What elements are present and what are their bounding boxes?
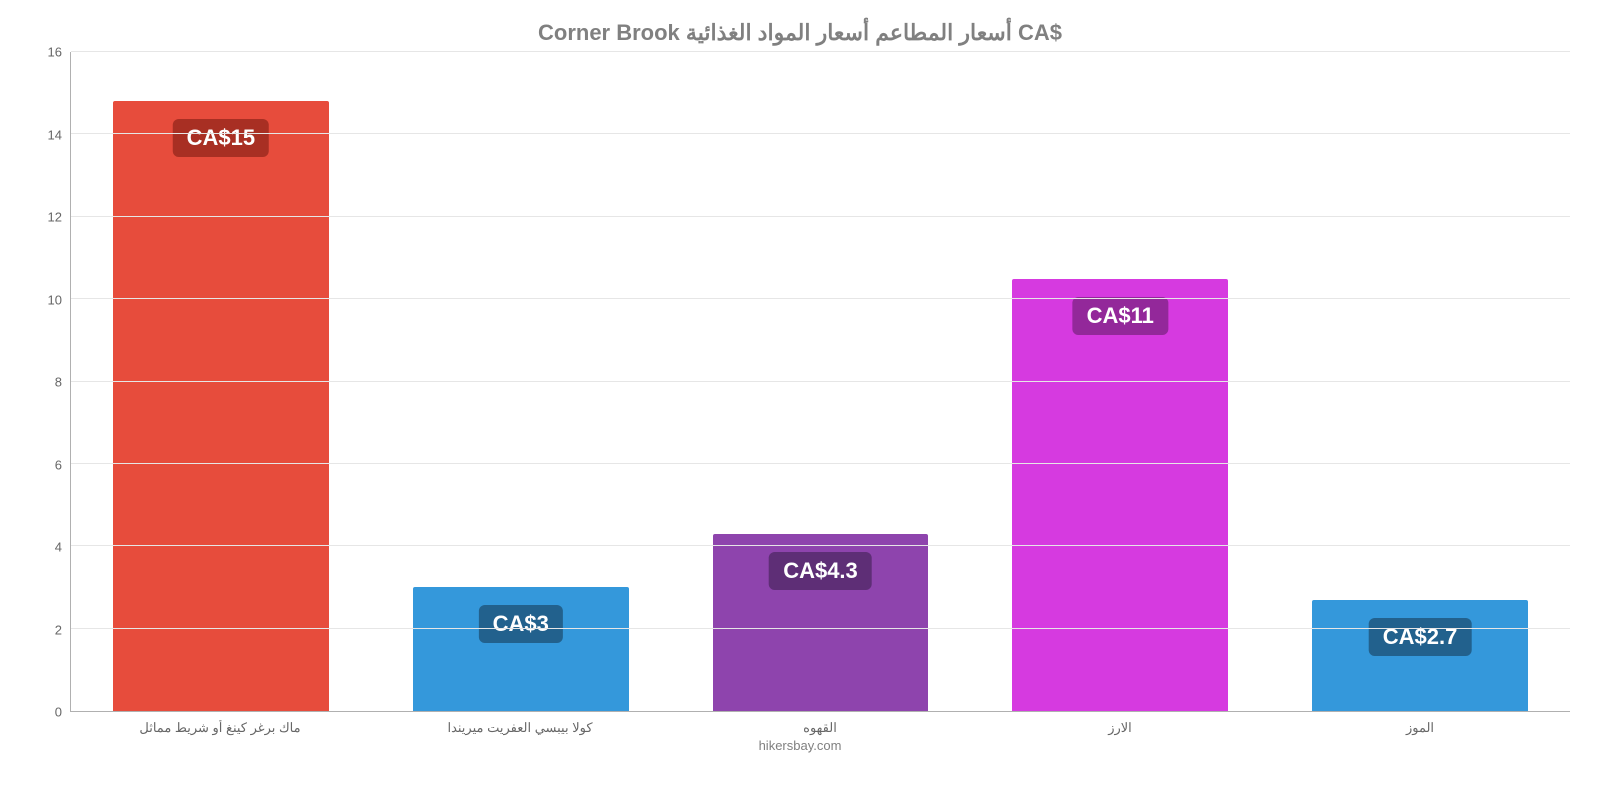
gridline [71, 381, 1570, 382]
gridline [71, 545, 1570, 546]
y-tick-label: 14 [32, 127, 62, 142]
gridline [71, 463, 1570, 464]
chart-title: Corner Brook أسعار المطاعم أسعار المواد … [30, 20, 1570, 46]
gridline [71, 216, 1570, 217]
bar-value-label: CA$15 [173, 119, 269, 157]
x-category-label: القهوه [670, 720, 970, 736]
x-category-label: الارز [970, 720, 1270, 736]
y-tick-label: 10 [32, 292, 62, 307]
gridline [71, 133, 1570, 134]
y-axis: 0246810121416 [30, 52, 70, 712]
chart-source: hikersbay.com [30, 738, 1570, 753]
plot-area: 0246810121416 CA$15CA$3CA$4.3CA$11CA$2.7 [30, 52, 1570, 712]
bar: CA$2.7 [1312, 600, 1528, 711]
bars-container: CA$15 CA$3 CA$4.3 CA$11 CA$2.7 [71, 52, 1570, 711]
gridline [71, 51, 1570, 52]
x-category-label: الموز [1270, 720, 1570, 736]
bar: CA$15 [113, 101, 329, 711]
bar-value-label: CA$4.3 [769, 552, 872, 590]
y-tick-label: 0 [32, 705, 62, 720]
bar-slot: CA$2.7 [1270, 52, 1570, 711]
bar-slot: CA$3 [371, 52, 671, 711]
y-tick-label: 6 [32, 457, 62, 472]
x-category-label: كولا بيبسي العفريت ميريندا [370, 720, 670, 736]
bar: CA$11 [1012, 279, 1228, 711]
bar-value-label: CA$11 [1073, 297, 1168, 335]
y-tick-label: 2 [32, 622, 62, 637]
bar: CA$4.3 [713, 534, 929, 711]
plot: CA$15 CA$3 CA$4.3 CA$11 CA$2.7 [70, 52, 1570, 712]
gridline [71, 628, 1570, 629]
y-tick-label: 16 [32, 45, 62, 60]
x-category-label: ماك برغر كينغ أو شريط مماثل [70, 720, 370, 736]
bar-slot: CA$15 [71, 52, 371, 711]
bar: CA$3 [413, 587, 629, 711]
bar-slot: CA$4.3 [671, 52, 971, 711]
price-bar-chart: Corner Brook أسعار المطاعم أسعار المواد … [30, 20, 1570, 780]
gridline [71, 298, 1570, 299]
y-tick-label: 4 [32, 540, 62, 555]
bar-value-label: CA$3 [479, 605, 563, 643]
bar-slot: CA$11 [970, 52, 1270, 711]
bar-value-label: CA$2.7 [1369, 618, 1472, 656]
y-tick-label: 12 [32, 210, 62, 225]
y-tick-label: 8 [32, 375, 62, 390]
x-axis: ماك برغر كينغ أو شريط مماثلكولا بيبسي ال… [70, 720, 1570, 736]
